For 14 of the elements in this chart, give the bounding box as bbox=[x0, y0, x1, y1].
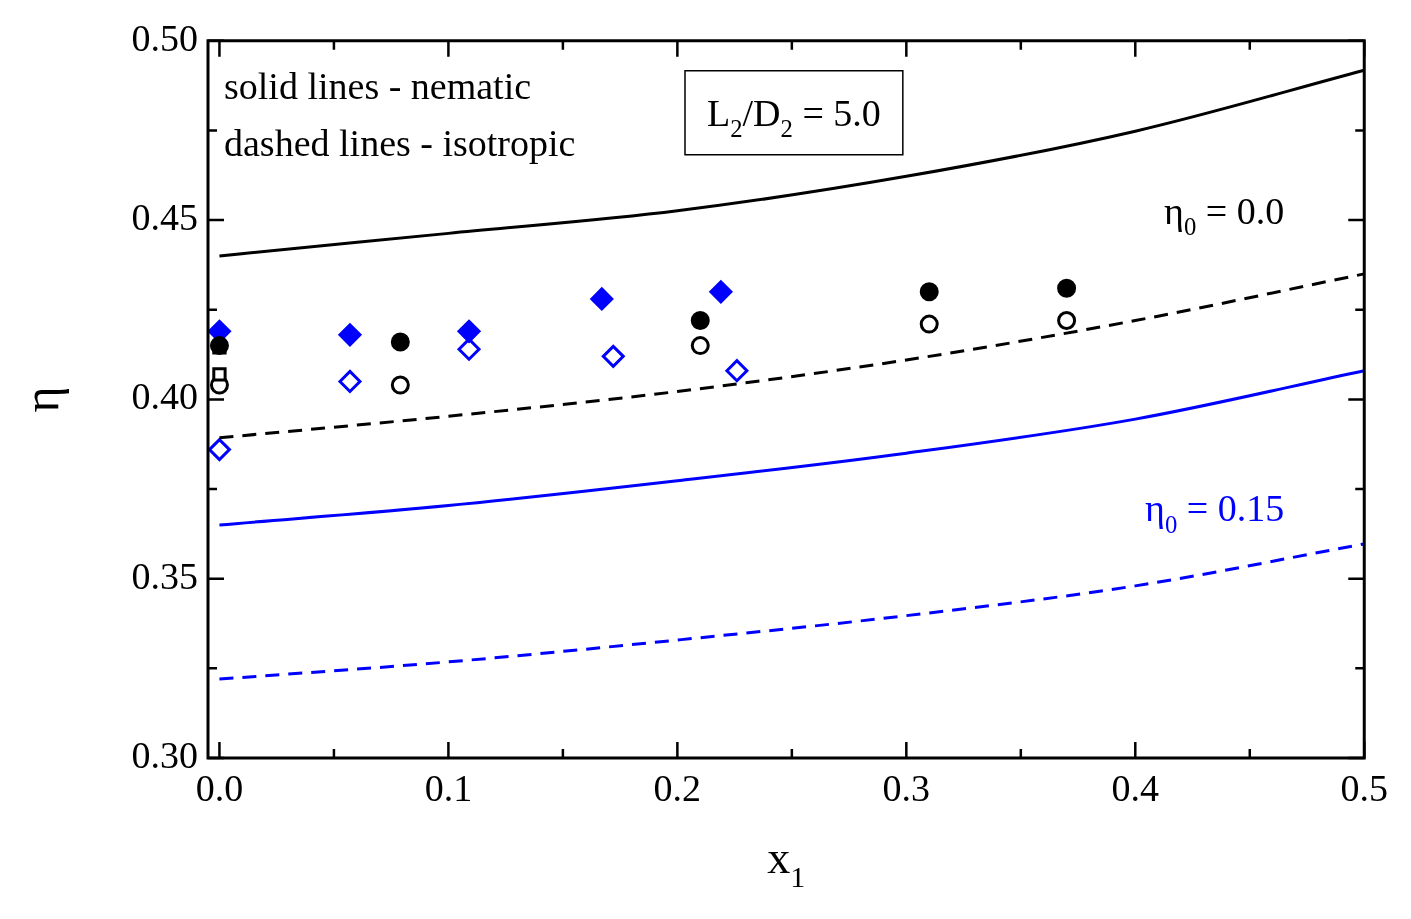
x-tick-label: 0.0 bbox=[195, 766, 244, 809]
y-tick-label: 0.30 bbox=[131, 733, 198, 776]
x-tick-label: 0.3 bbox=[882, 766, 931, 809]
x-tick-label: 0.1 bbox=[424, 766, 473, 809]
x-tick-label: 0.4 bbox=[1111, 766, 1160, 809]
x-tick-label: 0.5 bbox=[1340, 766, 1388, 809]
y-tick-label: 0.35 bbox=[131, 554, 198, 597]
y-tick-label: 0.40 bbox=[131, 375, 198, 418]
annotation: solid lines - nematic bbox=[224, 64, 532, 107]
y-tick-label: 0.45 bbox=[131, 196, 198, 239]
annotation: dashed lines - isotropic bbox=[224, 121, 576, 164]
y-tick-label: 0.50 bbox=[131, 16, 198, 59]
y-axis-title: η bbox=[13, 386, 69, 413]
x-tick-label: 0.2 bbox=[653, 766, 702, 809]
